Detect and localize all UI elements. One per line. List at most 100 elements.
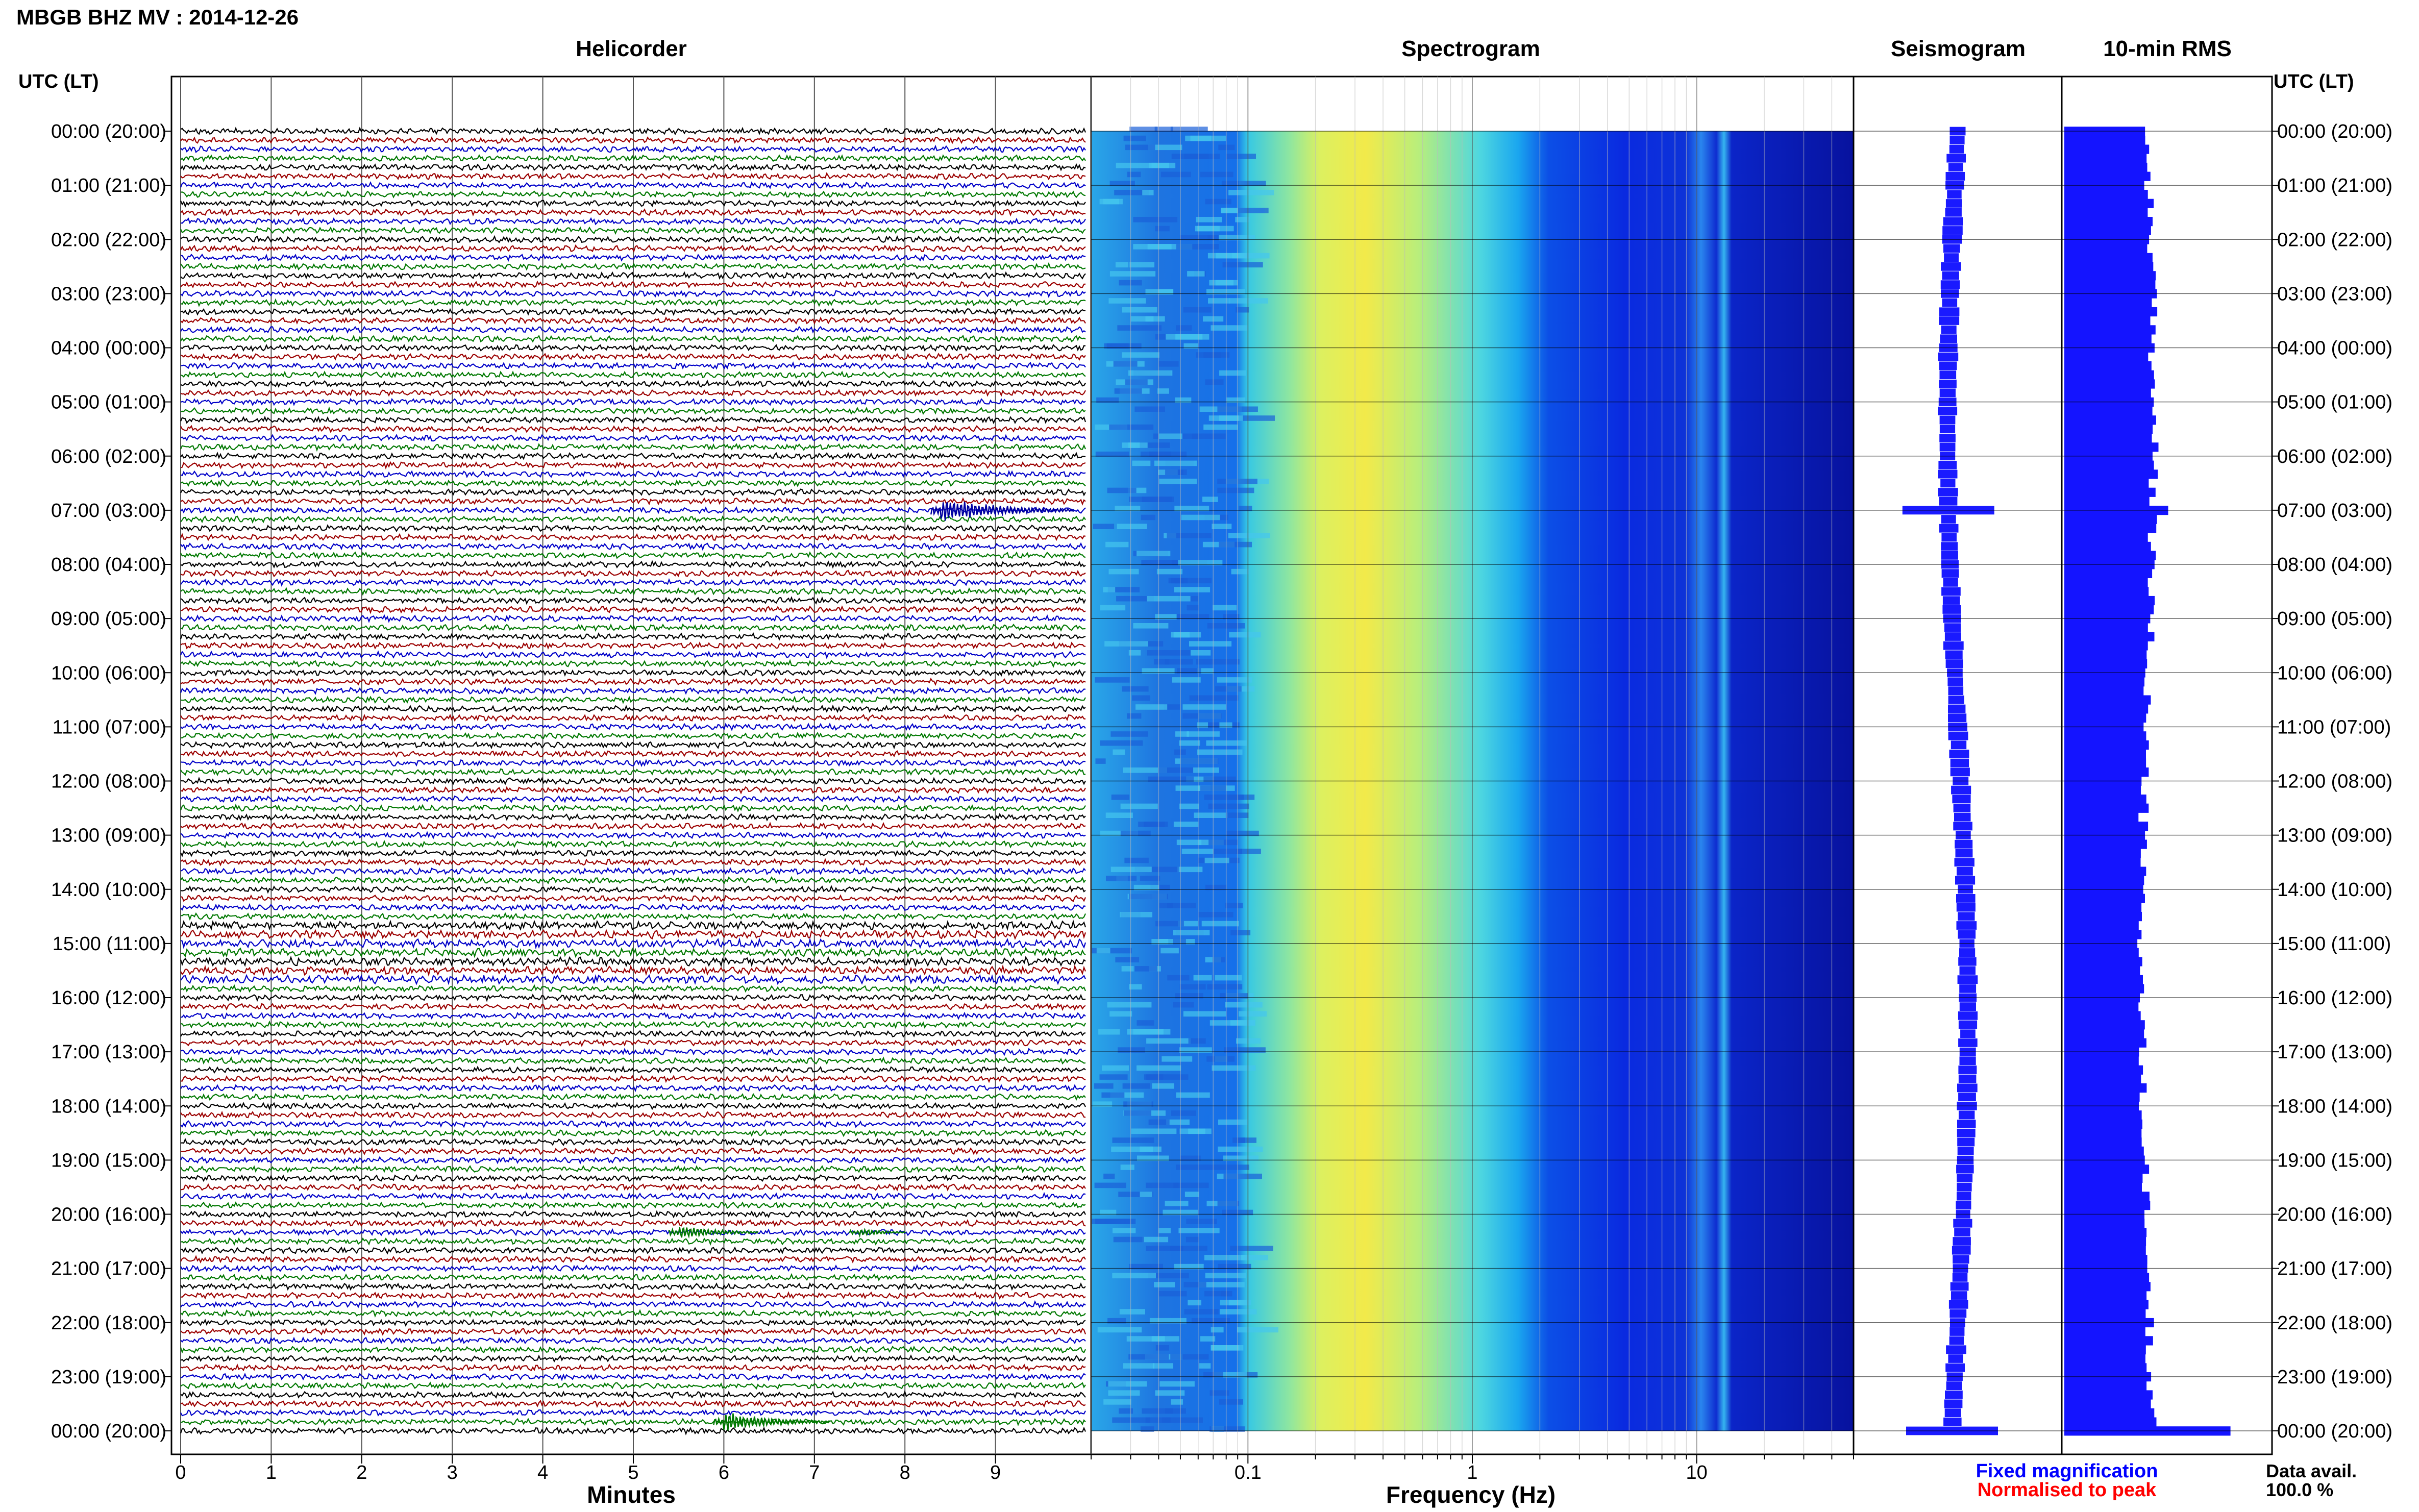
spectrogram-noise xyxy=(1198,912,1233,918)
helicorder-trace xyxy=(180,955,1086,968)
spectrogram-noise xyxy=(1199,1363,1211,1369)
spectrogram-noise xyxy=(1128,1354,1169,1360)
rms-bar xyxy=(2064,406,2153,416)
spectrogram-noise xyxy=(1181,849,1214,854)
spectrogram-noise xyxy=(1148,1273,1189,1279)
helicorder-trace xyxy=(180,903,1086,912)
helicorder-trace xyxy=(180,605,1086,614)
spectrogram-noise xyxy=(1145,289,1174,295)
time-label-right: 07:00 (03:00) xyxy=(2277,500,2392,522)
helicorder-trace xyxy=(180,1264,1086,1273)
time-label-left: 13:00 (09:00) xyxy=(51,825,166,847)
spectrogram-noise xyxy=(1226,830,1259,836)
helicorder-trace xyxy=(180,803,1086,813)
spectrogram-noise xyxy=(1222,262,1263,268)
helicorder-trace xyxy=(180,298,1086,307)
rms-bar xyxy=(2064,1354,2145,1364)
spectrogram-noise xyxy=(1165,1408,1186,1414)
time-label-left: 19:00 (15:00) xyxy=(51,1150,166,1171)
time-label-left: 20:00 (16:00) xyxy=(51,1204,166,1226)
spectrogram-noise xyxy=(1226,154,1256,159)
spectrogram-noise xyxy=(1206,1056,1235,1062)
time-label-left: 08:00 (04:00) xyxy=(51,554,166,576)
data-availability-value: 100.0 % xyxy=(2266,1479,2333,1500)
time-label-left: 22:00 (18:00) xyxy=(51,1312,166,1334)
spectrogram-noise xyxy=(1133,623,1169,629)
helicorder-trace xyxy=(180,181,1086,190)
rms-bar xyxy=(2064,1065,2143,1075)
rms-bar xyxy=(2064,650,2147,660)
spectrogram-noise xyxy=(1120,803,1158,809)
helicorder-trace xyxy=(180,1381,1086,1390)
spectrogram-noise xyxy=(1215,280,1238,286)
spectrogram-noise xyxy=(1218,1146,1263,1152)
helicorder-trace xyxy=(180,1327,1087,1336)
minute-tick-label: 5 xyxy=(628,1462,638,1483)
helicorder-trace xyxy=(180,1345,1086,1354)
rms-bar xyxy=(2064,1201,2151,1210)
spectrogram-noise xyxy=(1223,614,1240,619)
rms-bar xyxy=(2064,424,2153,434)
rms-bar xyxy=(2064,596,2155,606)
spectrogram-noise xyxy=(1236,307,1249,313)
rms-bar xyxy=(2064,1399,2151,1409)
rms-bar xyxy=(2064,388,2151,398)
spectrogram-noise xyxy=(1223,1155,1258,1161)
helicorder-trace xyxy=(180,1318,1086,1327)
spectrogram-noise xyxy=(1205,199,1231,205)
helicorder-trace xyxy=(180,469,1086,479)
rms-bar xyxy=(2064,957,2142,966)
spectrogram-noise xyxy=(1177,866,1203,873)
helicorder-trace xyxy=(180,1228,1086,1236)
spectrogram-noise xyxy=(1108,568,1139,575)
spectrogram-noise xyxy=(1158,1291,1187,1297)
spectrogram-noise xyxy=(1230,1246,1273,1251)
rms-bar xyxy=(2064,1236,2146,1246)
spectrogram-noise xyxy=(1158,433,1182,439)
rms-bar xyxy=(2064,1002,2139,1011)
helicorder-trace xyxy=(180,831,1086,840)
spectrogram-noise xyxy=(1128,487,1147,493)
rms-bar xyxy=(2064,930,2142,939)
rms-bar xyxy=(2064,1282,2151,1292)
rms-bar xyxy=(2064,199,2154,208)
rms-bar xyxy=(2064,226,2151,235)
helicorder-event xyxy=(713,1413,831,1431)
helicorder-trace xyxy=(180,650,1086,659)
spectrogram-noise xyxy=(1147,650,1191,656)
spectrogram-noise xyxy=(1189,695,1200,701)
time-label-right: 17:00 (13:00) xyxy=(2277,1042,2392,1063)
helicorder-trace xyxy=(180,1210,1086,1219)
helicorder-trace xyxy=(180,928,1087,940)
helicorder-event xyxy=(930,502,1074,521)
spectrogram-noise xyxy=(1190,135,1226,141)
rms-bar xyxy=(2064,623,2148,633)
spectrogram-noise xyxy=(1208,803,1249,809)
seismogram-panel xyxy=(1853,76,2063,1455)
time-label-right: 01:00 (21:00) xyxy=(2277,175,2392,196)
rms-bar xyxy=(2064,839,2147,849)
time-label-right: 21:00 (17:00) xyxy=(2277,1258,2392,1280)
spectrogram-noise xyxy=(1112,1273,1156,1279)
helicorder-trace xyxy=(180,786,1086,795)
spectrogram-noise xyxy=(1224,1047,1266,1053)
spectrogram-noise xyxy=(1232,1137,1245,1143)
helicorder-trace xyxy=(180,1156,1086,1164)
spectrogram-noise xyxy=(1091,948,1132,954)
spectrogram-noise xyxy=(1176,1092,1210,1098)
helicorder-trace xyxy=(180,199,1086,208)
helicorder-trace xyxy=(180,244,1086,253)
helicorder-trace xyxy=(180,163,1086,171)
time-label-right: 06:00 (02:00) xyxy=(2277,446,2392,467)
spectrogram-noise xyxy=(1104,641,1148,647)
spectrogram-noise xyxy=(1225,903,1243,908)
rms-bar xyxy=(2064,1219,2145,1228)
spectrogram-noise xyxy=(1109,181,1135,186)
rms-bar xyxy=(2064,1164,2150,1174)
minute-tick-label: 2 xyxy=(356,1462,367,1483)
helicorder-trace xyxy=(180,1336,1086,1345)
helicorder-trace xyxy=(180,379,1086,388)
spectrogram-noise xyxy=(1123,767,1167,773)
spectrogram-noise xyxy=(1123,1101,1153,1107)
spectrogram-noise xyxy=(1125,144,1155,151)
